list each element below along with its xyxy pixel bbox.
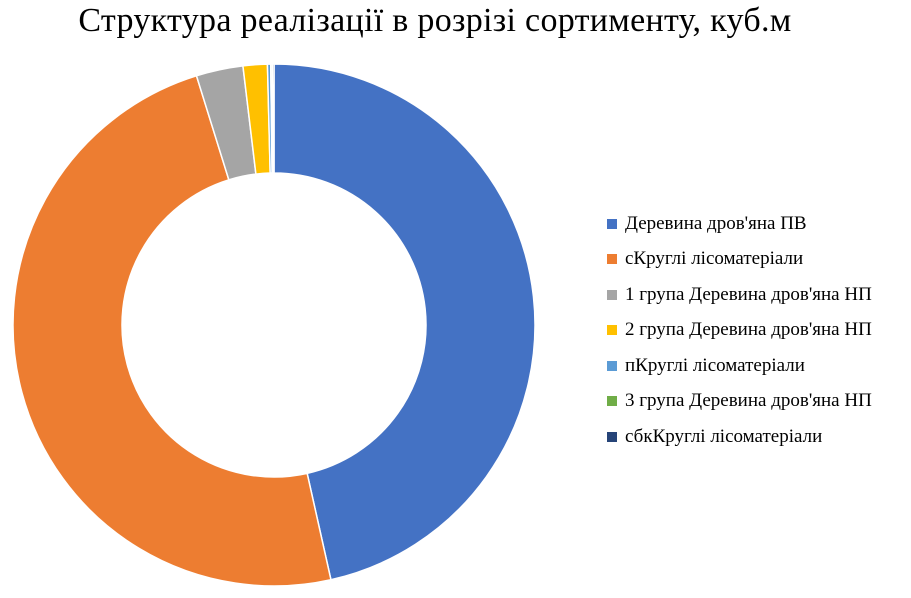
legend-item: 1 група Деревина дров'яна НП (607, 277, 907, 313)
chart-title: Структура реалізації в розрізі сортимент… (78, 2, 792, 39)
legend-swatch (607, 218, 617, 229)
legend-item: 2 група Деревина дров'яна НП (607, 313, 907, 349)
legend-item: Деревина дров'яна ПВ (607, 206, 907, 242)
legend-swatch (607, 289, 617, 300)
legend-item: сКруглі лісоматеріали (607, 242, 907, 278)
legend-label: пКруглі лісоматеріали (625, 354, 805, 376)
legend-item: пКруглі лісоматеріали (607, 348, 907, 384)
chart-legend: Деревина дров'яна ПВ сКруглі лісоматеріал… (607, 206, 907, 455)
legend-swatch (607, 325, 617, 336)
legend-label: Деревина дров'яна ПВ (625, 212, 807, 234)
legend-swatch (607, 360, 617, 371)
legend-label: 1 група Деревина дров'яна НП (625, 283, 872, 305)
donut-slice (12, 74, 332, 587)
legend-label: сбкКруглі лісоматеріали (625, 425, 823, 447)
legend-label: сКруглі лісоматеріали (625, 248, 804, 270)
legend-label: 3 група Деревина дров'яна НП (625, 390, 872, 412)
legend-swatch (607, 431, 617, 442)
legend-swatch (607, 396, 617, 407)
legend-item: 3 група Деревина дров'яна НП (607, 384, 907, 420)
legend-label: 2 група Деревина дров'яна НП (625, 319, 872, 341)
legend-item: сбкКруглі лісоматеріали (607, 419, 907, 455)
donut-slice (273, 63, 536, 581)
donut-slice (271, 63, 275, 174)
legend-swatch (607, 254, 617, 265)
